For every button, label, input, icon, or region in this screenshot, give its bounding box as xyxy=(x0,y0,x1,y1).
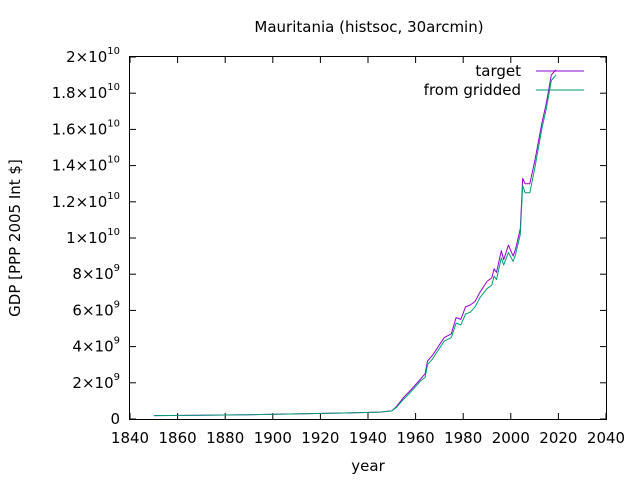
y-tick-mantissa: 1.6×10 xyxy=(52,120,108,138)
y-tick-label: 1.4×1010 xyxy=(52,155,120,175)
x-tick-label: 1860 xyxy=(159,429,197,447)
y-tick-exponent: 9 xyxy=(114,336,120,347)
y-axis-label: GDP [PPP 2005 Int $] xyxy=(6,159,24,317)
x-tick-label: 1980 xyxy=(444,429,482,447)
y-tick-label: 1.8×1010 xyxy=(52,82,120,102)
x-tick-label: 1900 xyxy=(254,429,292,447)
y-tick-mantissa: 6×10 xyxy=(72,301,113,319)
y-tick-mantissa: 8×10 xyxy=(72,265,113,283)
y-tick-exponent: 9 xyxy=(114,299,120,310)
y-tick-label: 1×1010 xyxy=(66,227,120,247)
series-lines xyxy=(153,69,557,417)
series-line-target xyxy=(153,69,557,417)
y-tick-mantissa: 1.8×10 xyxy=(52,84,108,102)
y-tick-label: 0 xyxy=(110,410,120,428)
y-tick-exponent: 9 xyxy=(114,263,120,274)
x-tick-label: 1840 xyxy=(111,429,149,447)
y-axis: 02×1094×1096×1098×1091×10101.2×10101.4×1… xyxy=(52,46,606,428)
y-tick-mantissa: 0 xyxy=(110,410,120,428)
y-tick-mantissa: 2×10 xyxy=(72,374,113,392)
y-tick-mantissa: 1×10 xyxy=(66,229,107,247)
y-tick-label: 8×109 xyxy=(72,263,120,283)
y-tick-label: 4×109 xyxy=(72,336,120,356)
series-line-from-gridded xyxy=(153,74,557,417)
x-axis: 1840 1860 1880 1900 1920 1940 1960 1980 2000 2020… xyxy=(111,57,625,447)
y-tick-label: 6×109 xyxy=(72,299,120,319)
y-tick-label: 2×109 xyxy=(72,372,120,392)
y-tick-exponent: 10 xyxy=(107,191,120,202)
y-tick-label: 1.2×1010 xyxy=(52,191,120,211)
x-tick-label: 1920 xyxy=(301,429,339,447)
y-tick-mantissa: 1.4×10 xyxy=(52,157,108,175)
y-tick-exponent: 10 xyxy=(107,46,120,57)
y-tick-exponent: 9 xyxy=(114,372,120,383)
chart-title: Mauritania (histsoc, 30arcmin) xyxy=(254,18,483,36)
plot-frame xyxy=(129,56,607,420)
y-tick-label: 1.6×1010 xyxy=(52,118,120,138)
x-tick-label: 2000 xyxy=(492,429,530,447)
x-tick-label: 1960 xyxy=(397,429,435,447)
y-tick-exponent: 10 xyxy=(107,118,120,129)
y-tick-label: 2×1010 xyxy=(66,46,120,66)
y-tick-mantissa: 2×10 xyxy=(66,48,107,66)
x-tick-label: 1940 xyxy=(349,429,387,447)
y-tick-exponent: 10 xyxy=(107,227,120,238)
legend-label-target: target xyxy=(475,62,521,80)
y-tick-mantissa: 1.2×10 xyxy=(52,193,108,211)
x-tick-label: 2020 xyxy=(539,429,577,447)
y-tick-exponent: 10 xyxy=(107,82,120,93)
legend-label-from-gridded: from gridded xyxy=(424,81,521,99)
y-tick-mantissa: 4×10 xyxy=(72,338,113,356)
x-axis-label: year xyxy=(351,457,385,475)
y-tick-exponent: 10 xyxy=(107,155,120,166)
x-tick-label: 1880 xyxy=(206,429,244,447)
x-tick-label: 2040 xyxy=(587,429,625,447)
legend: target from gridded xyxy=(424,62,584,99)
